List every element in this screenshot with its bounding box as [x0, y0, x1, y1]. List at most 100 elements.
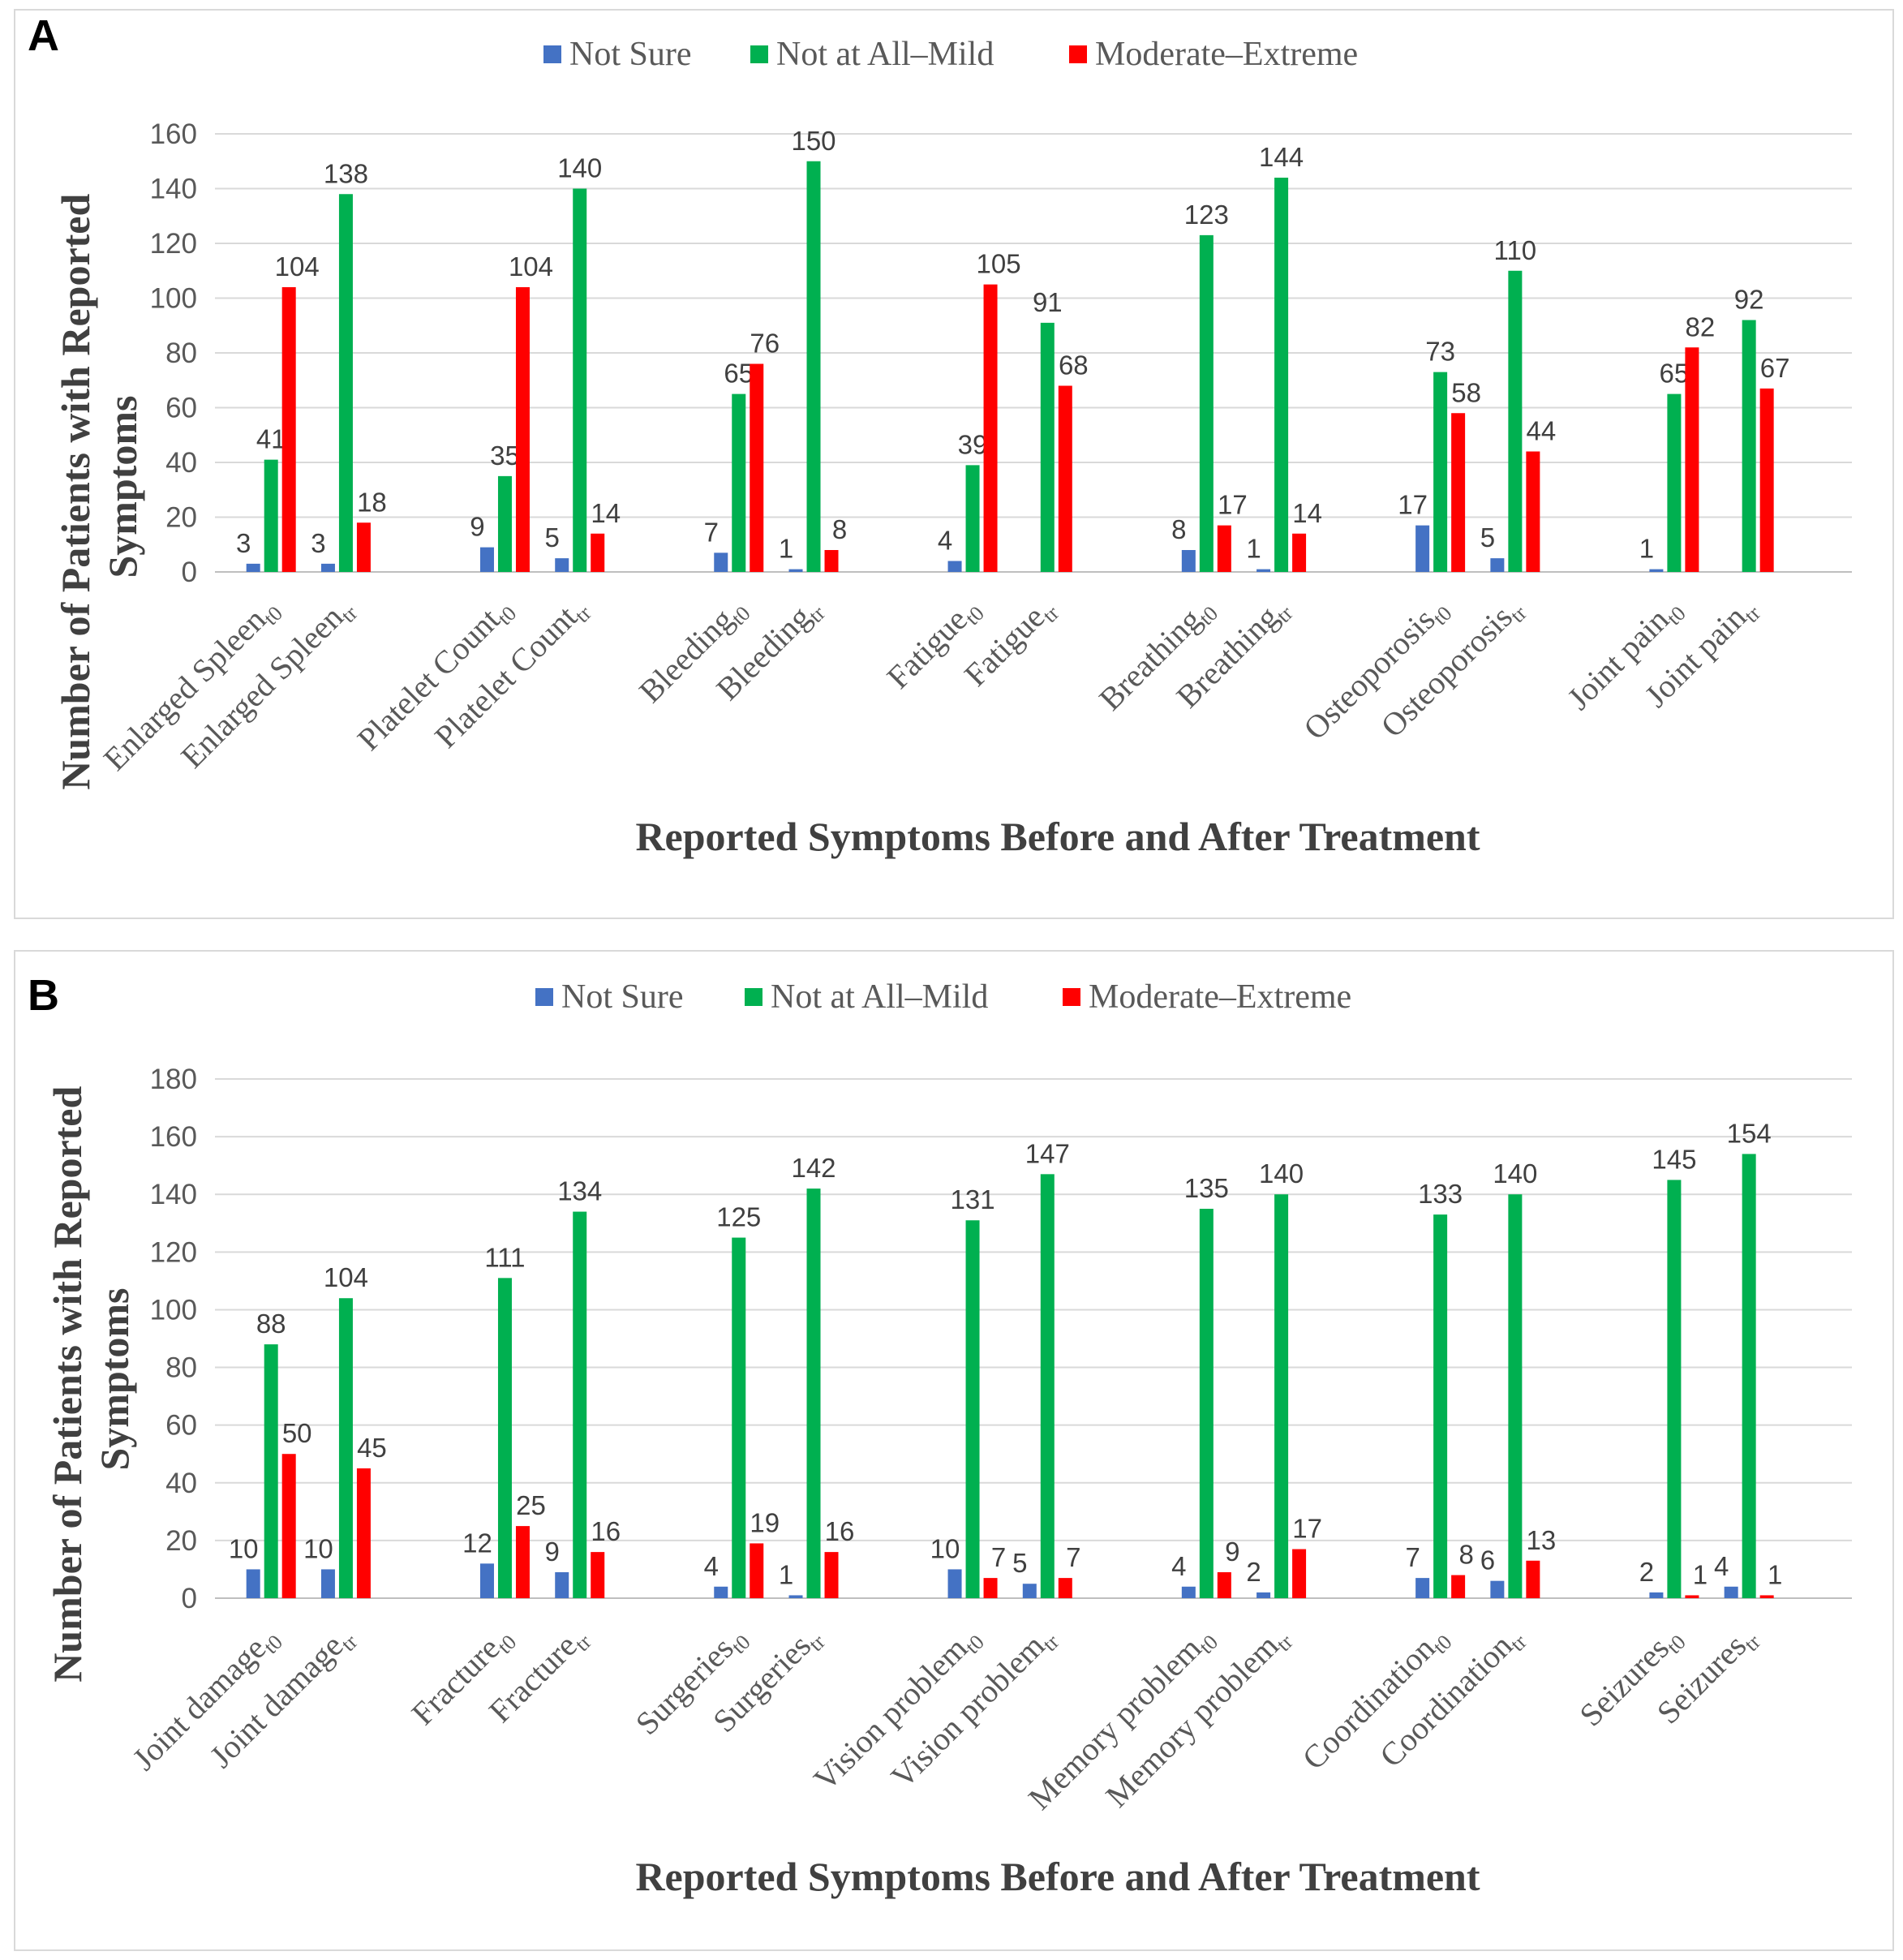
bar-mild [806, 161, 821, 572]
bar-mild [1274, 1194, 1289, 1598]
bar-not-sure [1415, 1578, 1430, 1598]
bar-moderate [1759, 388, 1774, 572]
bar-moderate [1292, 533, 1307, 572]
data-label-not-sure: 2 [1639, 1557, 1654, 1587]
data-label-mild: 65 [1660, 359, 1690, 389]
panel-b-frame [14, 950, 1894, 1951]
y-tick-label-80: 80 [165, 337, 197, 369]
data-label-moderate: 18 [357, 487, 387, 517]
data-label-moderate: 13 [1527, 1525, 1557, 1555]
panel-b-y-axis-title-line1: Number of Patients with Reported [45, 1086, 90, 1683]
bar-not-sure [246, 563, 260, 572]
data-label-mild: 154 [1727, 1118, 1772, 1148]
bar-group: 1 65 82 [1639, 312, 1715, 572]
y-tick-label-60: 60 [165, 393, 197, 424]
data-label-mild: 110 [1494, 235, 1537, 265]
data-label-mild: 91 [1033, 287, 1063, 317]
bar-not-sure [1181, 550, 1196, 572]
y-tick-label-60: 60 [165, 1410, 197, 1442]
data-label-moderate: 16 [591, 1516, 621, 1546]
data-label-not-sure: 1 [1639, 534, 1654, 564]
bar-mild [965, 465, 980, 572]
data-label-mild: 123 [1184, 200, 1229, 230]
bar-moderate [983, 284, 998, 572]
data-label-mild: 133 [1418, 1179, 1463, 1209]
bar-mild [806, 1188, 821, 1598]
data-label-mild: 39 [958, 429, 988, 459]
panel-a-y-axis-title: Number of Patients with Reported Symptom… [53, 183, 145, 790]
bar-moderate [1759, 1595, 1774, 1598]
data-label-moderate: 105 [977, 249, 1021, 279]
legend-swatch-mild [750, 45, 768, 63]
data-label-moderate: 17 [1292, 1514, 1322, 1544]
bar-mild [1508, 270, 1523, 572]
bar-group: 10 88 50 [229, 1309, 312, 1598]
data-label-mild: 125 [716, 1202, 761, 1232]
data-label-moderate: 16 [825, 1516, 855, 1546]
bar-mild [1040, 1174, 1055, 1598]
bar-mild [1433, 372, 1448, 572]
bar-mild [732, 393, 746, 572]
bar-not-sure [320, 563, 335, 572]
legend-label-mild: Not at All–Mild [771, 978, 988, 1016]
data-label-moderate: 14 [591, 498, 621, 528]
legend-swatch-mild [745, 988, 762, 1006]
panel-a-y-axis: 0 20 40 60 80 100 120 140 160 [150, 118, 1852, 588]
bar-group: 4 39 105 [938, 249, 1021, 572]
panel-a: A Not Sure Not at All–Mild Moderate–Extrem… [14, 9, 1894, 919]
data-label-not-sure: 17 [1398, 490, 1428, 520]
y-tick-label-0: 0 [182, 557, 197, 588]
y-tick-label-0: 0 [182, 1583, 197, 1614]
data-label-moderate: 8 [1458, 1540, 1473, 1570]
data-label-not-sure: 6 [1480, 1545, 1495, 1575]
bar-group: 3 138 18 [311, 158, 387, 572]
data-label-mild: 138 [324, 158, 368, 188]
panel-a-letter: A [28, 11, 59, 60]
bar-group: 2 140 17 [1246, 1158, 1322, 1598]
bar-not-sure [555, 1572, 569, 1598]
bar-moderate [824, 1552, 839, 1598]
bar-mild [1508, 1194, 1523, 1598]
bar-moderate [515, 1526, 530, 1598]
data-label-mild: 131 [951, 1184, 995, 1214]
bar-group: 1 144 14 [1246, 142, 1322, 572]
bar-mild [573, 188, 587, 572]
bar-mild [1667, 393, 1682, 572]
bar-group: 7 133 8 [1405, 1179, 1474, 1598]
bar-not-sure [1490, 1580, 1505, 1598]
bar-group: 4 125 19 [704, 1202, 780, 1598]
panel-b-x-axis-title: Reported Symptoms Before and After Treat… [635, 1854, 1480, 1899]
data-label-not-sure: 5 [545, 522, 560, 552]
panel-b: B Not Sure Not at All–Mild Moderate–Extrem… [14, 950, 1894, 1951]
bar-mild [1667, 1180, 1682, 1598]
bar-group: 3 41 104 [236, 251, 320, 572]
data-label-not-sure: 8 [1171, 514, 1186, 544]
bar-not-sure [1022, 1584, 1037, 1598]
data-label-moderate: 58 [1451, 377, 1481, 407]
data-label-moderate: 19 [750, 1507, 780, 1537]
bar-mild [497, 475, 512, 572]
data-label-moderate: 25 [516, 1490, 546, 1520]
data-label-not-sure: 7 [1405, 1542, 1420, 1572]
bar-mild [497, 1278, 512, 1598]
data-label-moderate: 8 [832, 514, 847, 544]
bar-moderate [750, 1543, 764, 1598]
bar-moderate [1451, 413, 1466, 572]
data-label-mild: 144 [1259, 142, 1304, 172]
data-label-not-sure: 5 [1480, 522, 1495, 552]
data-label-mild: 92 [1734, 285, 1764, 315]
legend-swatch-moderate [1069, 45, 1087, 63]
bar-not-sure [947, 1569, 962, 1598]
data-label-mild: 145 [1652, 1144, 1696, 1174]
data-label-moderate: 76 [750, 329, 780, 359]
legend-label-mild: Not at All–Mild [776, 36, 994, 73]
legend-swatch-not-sure [543, 45, 561, 63]
panel-b-y-axis-title-line2: Symptoms [92, 1287, 137, 1470]
bar-not-sure [1256, 569, 1271, 572]
data-label-mild: 135 [1184, 1173, 1229, 1203]
bar-mild [1274, 178, 1289, 572]
bar-group: 4 135 9 [1171, 1173, 1240, 1598]
data-label-not-sure: 7 [704, 517, 719, 547]
bar-group: 5 140 14 [545, 153, 621, 572]
